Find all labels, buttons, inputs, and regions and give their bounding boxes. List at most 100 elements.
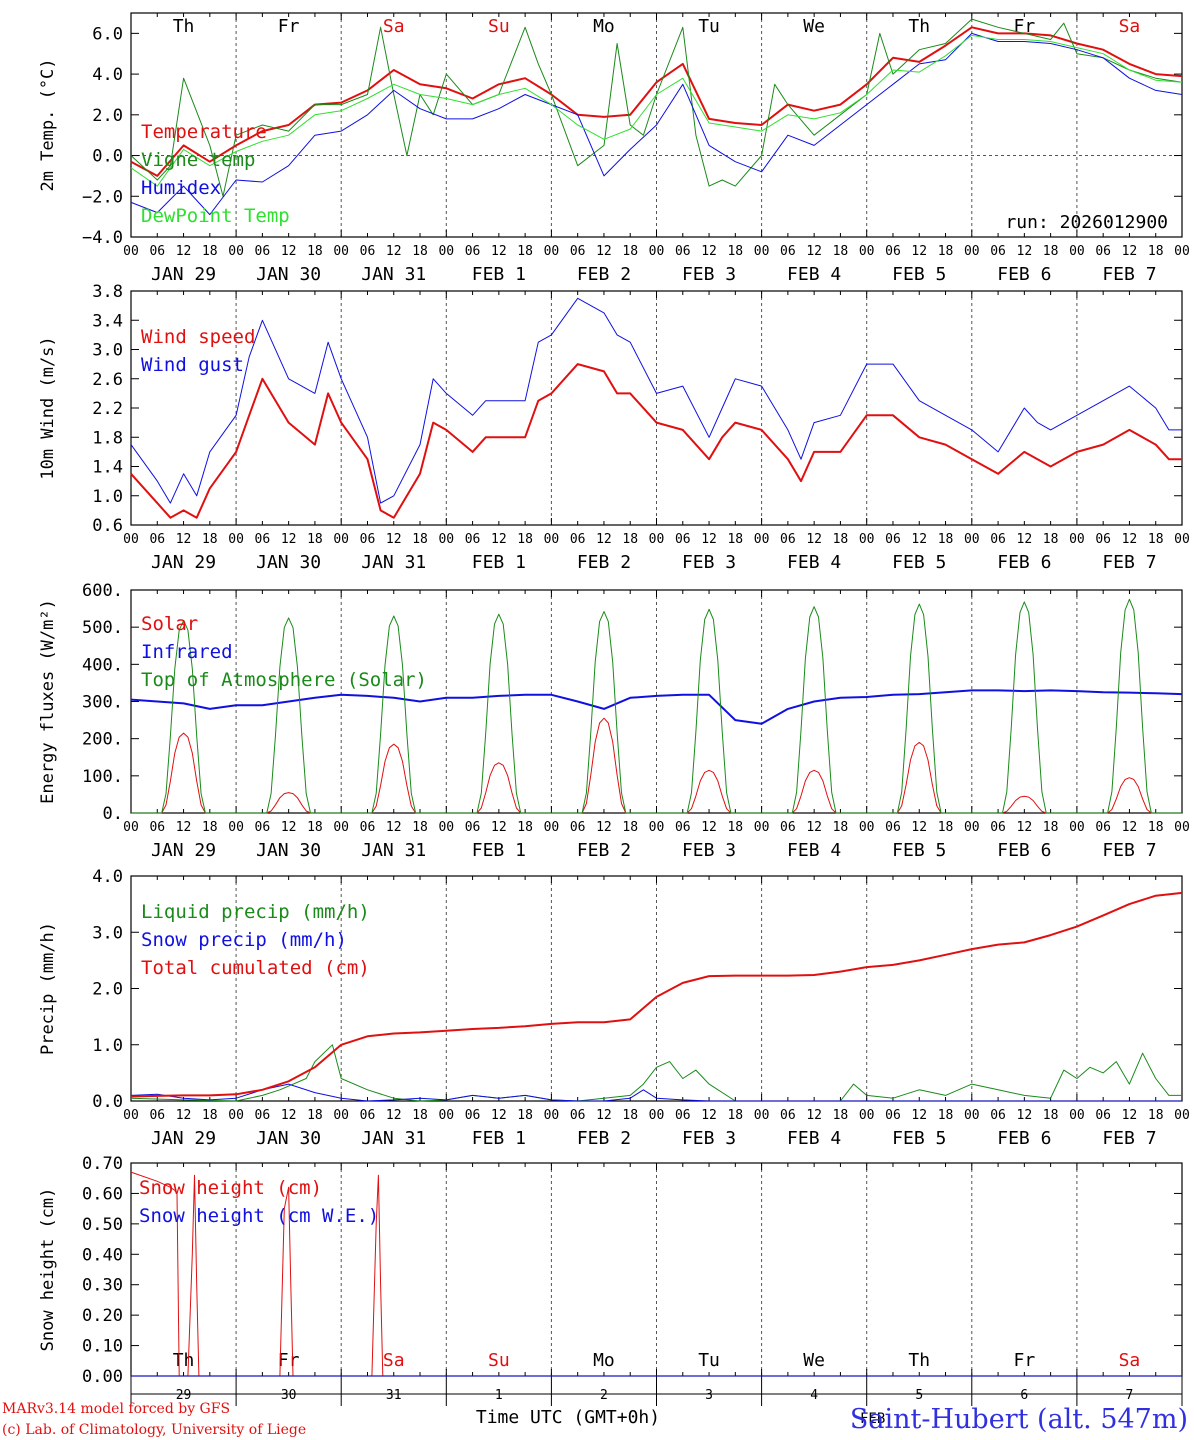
precip-y-tick-label: 2.0 (92, 980, 123, 1000)
precip-hour-label: 00 (123, 1108, 139, 1123)
precip-hour-label: 18 (1148, 1108, 1164, 1123)
wind-legend-entry: Wind gust (141, 354, 244, 376)
precip-legend-entry: Snow precip (mm/h) (141, 929, 347, 951)
wind-hour-label: 18 (202, 532, 218, 547)
temp-hour-label: 18 (833, 244, 849, 259)
precip-hour-label: 06 (149, 1108, 165, 1123)
lab-credit: (c) Lab. of Climatology, University of L… (2, 1422, 306, 1438)
wind-y-tick-label: 2.2 (92, 399, 123, 419)
temp-legend-entry: Temperature (141, 121, 267, 143)
wind-hour-label: 18 (727, 532, 743, 547)
temp-y-tick-label: −4.0 (82, 228, 123, 248)
temp-y-tick-label: 0.0 (92, 147, 123, 167)
temp-hour-label: 12 (491, 244, 507, 259)
model-credit: MARv3.14 model forced by GFS (2, 1401, 230, 1417)
wind-hour-label: 18 (622, 532, 638, 547)
energy-y-tick-label: 200. (82, 730, 123, 750)
precip-hour-label: 00 (228, 1108, 244, 1123)
month-label: FEB (860, 1411, 885, 1427)
temp-y-tick-label: 4.0 (92, 65, 123, 85)
temp-date-label: FEB 2 (577, 264, 631, 285)
wind-date-label: FEB 5 (892, 552, 946, 573)
temp-hour-label: 06 (780, 244, 796, 259)
energy-hour-label: 18 (622, 820, 638, 835)
wind-y-tick-label: 0.6 (92, 516, 123, 536)
temp-hour-label: 18 (202, 244, 218, 259)
temp-hour-label: 12 (281, 244, 297, 259)
wind-hour-label: 18 (1043, 532, 1059, 547)
wind-hour-label: 00 (123, 532, 139, 547)
energy-series-line (131, 598, 1182, 814)
energy-hour-label: 00 (1174, 820, 1190, 835)
temp-series-line (130, 18, 1183, 197)
snow-day-number: 5 (915, 1388, 923, 1403)
wind-date-label: JAN 31 (361, 552, 426, 573)
precip-legend-entry: Total cumulated (cm) (141, 957, 370, 979)
energy-hour-label: 06 (1095, 820, 1111, 835)
precip-hour-label: 06 (465, 1108, 481, 1123)
temp-day-name: Mo (593, 16, 615, 37)
temp-date-label: FEB 5 (892, 264, 946, 285)
snow-y-tick-label: 0.50 (82, 1215, 123, 1235)
temp-day-name: Tu (698, 16, 720, 37)
temp-hour-label: 00 (1174, 244, 1190, 259)
wind-series-line (130, 363, 1182, 519)
snow-day-number: 1 (495, 1388, 503, 1403)
precip-date-label: FEB 2 (577, 1128, 631, 1149)
wind-hour-label: 06 (675, 532, 691, 547)
energy-date-label: FEB 4 (787, 840, 841, 861)
wind-hour-label: 00 (544, 532, 560, 547)
temp-y-axis-label: 2m Temp. (°C) (38, 58, 58, 191)
precip-y-tick-label: 3.0 (92, 923, 123, 943)
precip-hour-label: 06 (675, 1108, 691, 1123)
energy-hour-label: 06 (990, 820, 1006, 835)
energy-hour-label: 00 (123, 820, 139, 835)
temp-hour-label: 06 (149, 244, 165, 259)
snow-day-number: 30 (281, 1388, 297, 1403)
precip-series-line (130, 1083, 1182, 1102)
snow-y-tick-label: 0.60 (82, 1184, 123, 1204)
wind-hour-label: 06 (990, 532, 1006, 547)
precip-hour-label: 00 (544, 1108, 560, 1123)
energy-hour-label: 06 (360, 820, 376, 835)
snow-y-tick-label: 0.20 (82, 1306, 123, 1326)
snow-day-name: Sa (383, 1350, 405, 1371)
energy-hour-label: 18 (1148, 820, 1164, 835)
wind-hour-label: 12 (596, 532, 612, 547)
precip-series-line (130, 1044, 1182, 1102)
precip-hour-label: 12 (1017, 1108, 1033, 1123)
precip-hour-label: 18 (307, 1108, 323, 1123)
temp-hour-label: 12 (1017, 244, 1033, 259)
wind-series-line (130, 297, 1182, 504)
temp-day-name: Su (488, 16, 510, 37)
precip-hour-label: 12 (701, 1108, 717, 1123)
precip-hour-label: 18 (202, 1108, 218, 1123)
temp-day-name: Sa (383, 16, 405, 37)
temp-date-label: FEB 1 (472, 264, 526, 285)
precip-panel: 0.0 1.0 2.0 3.0 4.0 Precip (mm/h) 00 06 12 18 00 06… (38, 867, 1190, 1149)
temp-hour-label: 18 (938, 244, 954, 259)
energy-hour-label: 18 (938, 820, 954, 835)
precip-date-label: FEB 5 (892, 1128, 946, 1149)
energy-legend-entry: Top of Atmosphere (Solar) (141, 669, 427, 691)
precip-hour-label: 18 (622, 1108, 638, 1123)
wind-hour-label: 06 (1095, 532, 1111, 547)
temp-hour-label: 12 (701, 244, 717, 259)
temp-y-tick-label: 6.0 (92, 24, 123, 44)
energy-hour-label: 06 (465, 820, 481, 835)
temp-hour-label: 12 (176, 244, 192, 259)
precip-y-tick-label: 4.0 (92, 867, 123, 887)
snow-y-tick-label: 0.00 (82, 1367, 123, 1387)
precip-date-label: FEB 3 (682, 1128, 736, 1149)
energy-hour-label: 00 (964, 820, 980, 835)
energy-hour-label: 06 (885, 820, 901, 835)
temp-hour-label: 06 (885, 244, 901, 259)
temp-hour-label: 06 (465, 244, 481, 259)
precip-hour-label: 06 (360, 1108, 376, 1123)
temp-y-tick-label: −2.0 (82, 187, 123, 207)
snow-y-tick-label: 0.40 (82, 1245, 123, 1265)
energy-hour-label: 18 (307, 820, 323, 835)
wind-date-label: FEB 7 (1102, 552, 1156, 573)
temp-hour-label: 06 (990, 244, 1006, 259)
wind-date-label: FEB 6 (997, 552, 1051, 573)
